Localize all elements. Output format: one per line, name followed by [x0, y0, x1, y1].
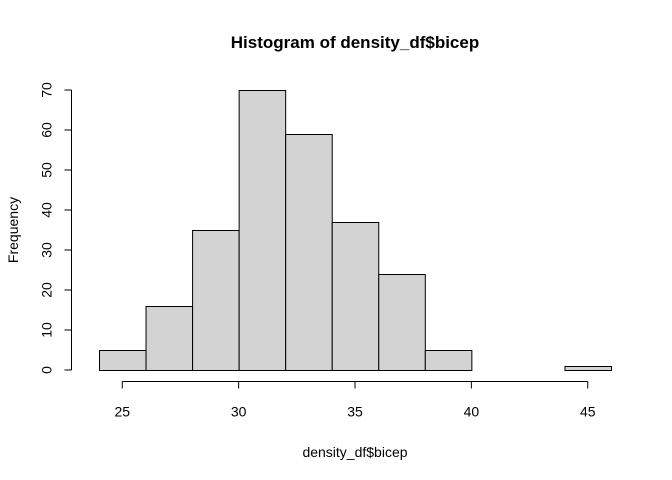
- y-tick-label-60: 60: [39, 122, 55, 138]
- histogram-bar-44-46: [564, 366, 612, 371]
- y-tick-label-0: 0: [39, 366, 55, 374]
- histogram-bar-28-30: [192, 230, 240, 371]
- y-tick-label-30: 30: [39, 242, 55, 258]
- x-tick-label-35: 35: [347, 404, 363, 420]
- x-axis-label: density_df$bicep: [302, 444, 407, 460]
- histogram-bar-30-32: [238, 90, 287, 371]
- x-tick-label-40: 40: [464, 404, 480, 420]
- histogram-bar-34-36: [331, 222, 380, 371]
- histogram-bar-38-40: [424, 350, 473, 371]
- y-tick-label-10: 10: [39, 322, 55, 338]
- histogram-bar-26-28: [145, 306, 194, 371]
- chart-title: Histogram of density_df$bicep: [231, 33, 479, 52]
- histogram-bar-36-38: [378, 274, 426, 371]
- histogram-bar-24-26: [99, 350, 147, 371]
- y-tick-label-50: 50: [39, 162, 55, 178]
- y-axis-label: Frequency: [5, 197, 21, 263]
- histogram-bar-32-34: [285, 134, 333, 371]
- x-tick-label-30: 30: [231, 404, 247, 420]
- x-axis: 25 30 35 40 45: [114, 381, 596, 420]
- x-tick-label-45: 45: [580, 404, 596, 420]
- y-tick-label-70: 70: [39, 82, 55, 98]
- y-axis: 0 10 20 30 40 50 60 70: [39, 82, 72, 374]
- x-tick-label-25: 25: [114, 404, 130, 420]
- histogram-bars: [99, 90, 612, 371]
- y-tick-label-40: 40: [39, 202, 55, 218]
- y-tick-label-20: 20: [39, 282, 55, 298]
